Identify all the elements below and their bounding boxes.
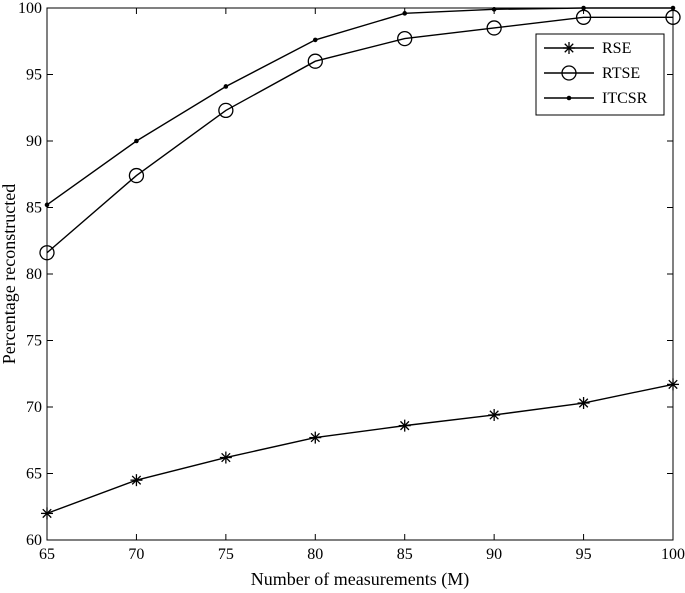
asterisk-stroke (489, 410, 499, 420)
data-point-rse (41, 507, 53, 520)
series-line-itcsr (46, 7, 673, 206)
legend-label-itcsr: ITCSR (602, 90, 648, 107)
legend-marker-rtse (561, 65, 577, 81)
data-point-itcsr (581, 5, 586, 11)
y-tick-label: 85 (26, 200, 42, 217)
data-point-rtse (665, 9, 681, 25)
y-tick-label: 70 (26, 399, 42, 416)
legend-label-rtse: RTSE (602, 65, 640, 82)
data-point-rse (309, 431, 322, 444)
series-line-rtse (46, 16, 673, 254)
x-tick-label: 80 (307, 546, 323, 563)
series-rse (41, 378, 679, 520)
legend-marker-rse (563, 42, 575, 54)
series-layer (39, 5, 681, 520)
data-point-itcsr (670, 5, 676, 11)
legend-item-itcsr: ITCSR (544, 90, 648, 107)
y-tick-label: 95 (26, 67, 42, 84)
data-point-rtse (307, 53, 323, 69)
x-tick-label: 65 (39, 546, 55, 563)
legend-marker-itcsr (566, 95, 572, 101)
legend-item-rtse: RTSE (544, 65, 640, 82)
data-point-itcsr (491, 7, 497, 12)
data-point-itcsr (44, 202, 50, 208)
y-tick-label: 100 (18, 0, 42, 17)
legend-item-rse: RSE (544, 40, 631, 57)
data-point-rse (398, 419, 411, 432)
series-itcsr (44, 5, 676, 208)
data-point-rse (219, 451, 232, 464)
y-tick-label: 80 (26, 266, 42, 283)
data-point-rse (667, 378, 679, 391)
data-point-rtse (128, 167, 145, 184)
series-line-rse (46, 383, 674, 515)
asterisk-stroke (668, 379, 678, 390)
x-tick-label: 100 (661, 546, 685, 563)
y-axis-title: Percentage reconstructed (0, 184, 19, 364)
data-point-rse (130, 474, 143, 487)
data-point-rtse (218, 102, 234, 119)
asterisk-stroke (564, 43, 574, 53)
x-tick-label: 70 (128, 546, 144, 563)
data-point-rse (488, 408, 501, 421)
y-tick-label: 75 (26, 333, 42, 350)
x-tick-label: 90 (486, 546, 502, 563)
data-point-itcsr (402, 11, 408, 16)
x-axis-title: Number of measurements (M) (251, 569, 469, 590)
legend: RSE RTSE ITCSR (535, 33, 665, 116)
data-point-rtse (39, 245, 55, 261)
asterisk-stroke (42, 508, 52, 519)
data-point-rtse (397, 30, 413, 47)
y-tick-label: 90 (26, 133, 42, 150)
data-point-itcsr (223, 84, 229, 89)
x-tick-label: 95 (576, 546, 592, 563)
series-rtse (39, 9, 681, 261)
asterisk-stroke (400, 420, 410, 431)
asterisk-stroke (221, 452, 231, 463)
asterisk-stroke (310, 432, 320, 443)
y-tick-label: 65 (26, 466, 42, 483)
data-point-rse (577, 397, 590, 410)
y-tick-label: 60 (26, 532, 42, 549)
data-point-itcsr (134, 138, 139, 144)
x-tick-label: 75 (218, 546, 234, 563)
asterisk-stroke (131, 475, 142, 485)
asterisk-stroke (578, 398, 589, 408)
data-point-itcsr (312, 37, 318, 43)
data-point-rtse (575, 9, 592, 25)
legend-label-rse: RSE (602, 40, 631, 57)
x-tick-label: 85 (397, 546, 413, 563)
data-point-rtse (486, 20, 502, 36)
